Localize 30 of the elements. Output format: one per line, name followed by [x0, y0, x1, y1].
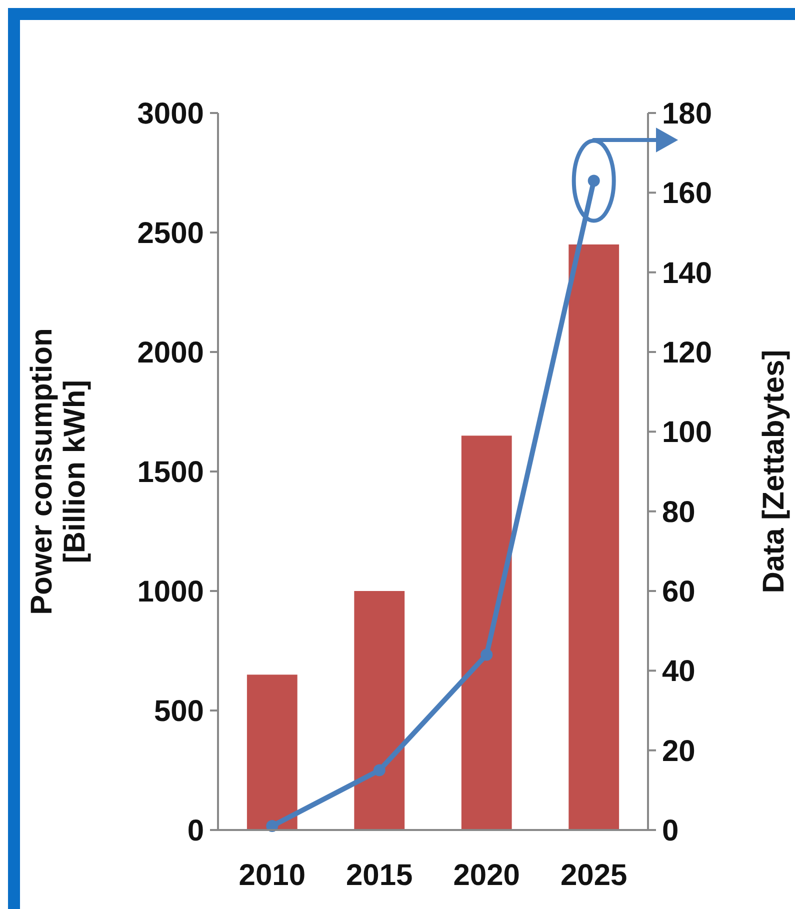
y2-tick-label: 180: [662, 98, 712, 130]
x-tick-label: 2010: [238, 859, 306, 892]
point: [588, 174, 600, 187]
bar: [461, 436, 512, 830]
y2-tick-label: 140: [662, 256, 712, 290]
y2-tick-label: 20: [662, 734, 696, 768]
y2-tick-label: 0: [662, 814, 679, 848]
y2-axis-title: Data [Zettabytes]: [758, 350, 790, 594]
y-tick-label: 1500: [137, 456, 204, 489]
bar: [246, 674, 298, 830]
y2-tick-label: 40: [662, 655, 696, 688]
point: [373, 764, 386, 776]
y-tick-label: 1000: [137, 576, 204, 608]
bar: [354, 591, 405, 830]
y-tick-label: 500: [154, 695, 204, 728]
x-tick-label: 2015: [346, 859, 413, 892]
x-tick-label: 2025: [560, 859, 628, 892]
y2-tick-label: 80: [662, 496, 696, 529]
y-tick-label: 2000: [137, 336, 204, 370]
y-tick-label: 3000: [137, 98, 204, 130]
y-axis-title: Power consumption [Billion kWh]: [26, 328, 92, 615]
point: [480, 648, 493, 661]
x-tick-label: 2020: [453, 859, 520, 892]
y2-tick-label: 120: [662, 336, 712, 370]
y2-tick-label: 100: [662, 416, 712, 450]
bar: [568, 244, 620, 830]
y-tick-label: 2500: [137, 217, 204, 250]
y-tick-label: 0: [187, 814, 204, 848]
y2-tick-label: 60: [662, 576, 696, 608]
y2-tick-label: 160: [662, 177, 712, 210]
